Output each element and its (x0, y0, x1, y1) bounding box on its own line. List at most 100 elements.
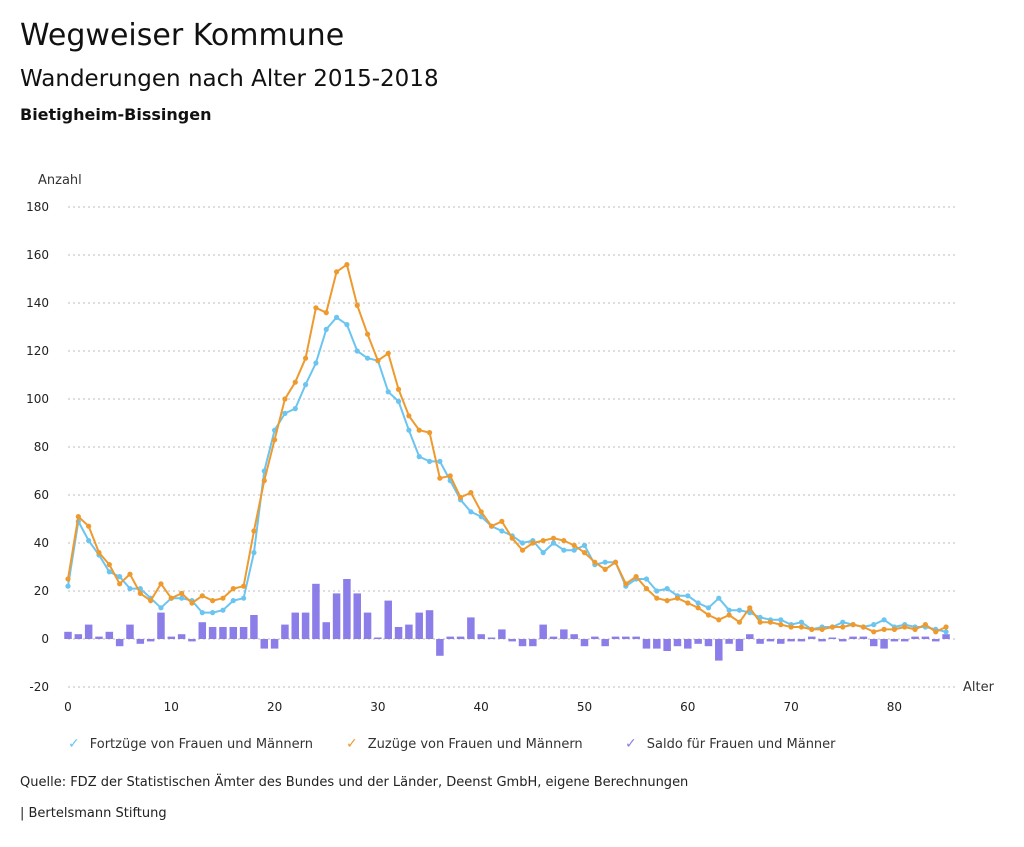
saldo-bar[interactable] (436, 639, 444, 656)
fortzuege-point[interactable] (220, 607, 226, 613)
zuzuege-point[interactable] (75, 514, 81, 520)
saldo-bar[interactable] (890, 639, 899, 642)
fortzuege-point[interactable] (86, 538, 92, 544)
zuzuege-point[interactable] (912, 626, 918, 633)
saldo-bar[interactable] (208, 627, 217, 639)
saldo-bar[interactable] (663, 639, 671, 651)
fortzuege-point[interactable] (333, 314, 340, 320)
saldo-bar[interactable] (239, 627, 248, 639)
zuzuege-point[interactable] (437, 475, 443, 481)
zuzuege-point[interactable] (333, 269, 340, 275)
zuzuege-point[interactable] (850, 622, 856, 628)
fortzuege-point[interactable] (571, 547, 577, 553)
saldo-bar[interactable] (219, 627, 227, 639)
fortzuege-point[interactable] (561, 547, 567, 553)
saldo-bar[interactable] (508, 639, 516, 642)
saldo-bar[interactable] (291, 612, 300, 639)
saldo-bar[interactable] (529, 639, 537, 647)
zuzuege-point[interactable] (106, 562, 112, 568)
fortzuege-point[interactable] (323, 326, 329, 332)
zuzuege-point[interactable] (364, 331, 371, 337)
saldo-bar[interactable] (735, 639, 744, 651)
fortzuege-point[interactable] (664, 586, 670, 592)
saldo-bar[interactable] (818, 639, 826, 642)
fortzuege-point[interactable] (654, 588, 660, 594)
saldo-bar[interactable] (270, 639, 279, 649)
zuzuege-point[interactable] (922, 622, 928, 628)
zuzuege-point[interactable] (241, 583, 247, 589)
zuzuege-point[interactable] (819, 626, 825, 633)
fortzuege-point[interactable] (602, 559, 608, 565)
saldo-bar[interactable] (167, 636, 176, 639)
zuzuege-point[interactable] (581, 550, 588, 556)
zuzuege-point[interactable] (509, 535, 515, 541)
zuzuege-point[interactable] (385, 350, 391, 356)
saldo-bar[interactable] (518, 639, 527, 647)
saldo-bar[interactable] (188, 639, 196, 642)
saldo-bar[interactable] (539, 624, 547, 639)
saldo-bar[interactable] (601, 639, 609, 647)
saldo-bar[interactable] (487, 637, 496, 640)
saldo-bar[interactable] (177, 634, 186, 639)
saldo-bar[interactable] (260, 639, 269, 649)
zuzuege-point[interactable] (705, 612, 712, 618)
saldo-bar[interactable] (684, 639, 692, 649)
saldo-bar[interactable] (146, 639, 155, 642)
saldo-bar[interactable] (642, 639, 651, 649)
saldo-bar[interactable] (570, 634, 578, 639)
fortzuege-point[interactable] (695, 600, 701, 606)
zuzuege-point[interactable] (251, 528, 257, 534)
zuzuege-point[interactable] (592, 559, 598, 565)
fortzuege-point[interactable] (550, 540, 557, 546)
zuzuege-point[interactable] (179, 590, 185, 597)
zuzuege-point[interactable] (96, 550, 102, 556)
fortzuege-point[interactable] (736, 607, 743, 613)
zuzuege-point[interactable] (664, 598, 670, 604)
fortzuege-point[interactable] (210, 610, 216, 616)
zuzuege-point[interactable] (375, 358, 381, 364)
saldo-bar[interactable] (250, 615, 258, 639)
saldo-bar[interactable] (301, 612, 310, 639)
fortzuege-point[interactable] (117, 574, 123, 580)
zuzuege-point[interactable] (674, 595, 681, 601)
fortzuege-point[interactable] (685, 593, 691, 599)
fortzuege-point[interactable] (705, 605, 712, 611)
saldo-bar[interactable] (374, 637, 382, 640)
fortzuege-point[interactable] (106, 569, 112, 575)
saldo-bar[interactable] (900, 639, 909, 642)
saldo-bar[interactable] (849, 636, 857, 639)
fortzuege-point[interactable] (726, 607, 732, 613)
saldo-bar[interactable] (787, 639, 795, 642)
fortzuege-point[interactable] (519, 540, 526, 546)
saldo-bar[interactable] (353, 593, 361, 639)
saldo-bar[interactable] (456, 636, 465, 639)
saldo-bar[interactable] (229, 627, 238, 639)
fortzuege-point[interactable] (406, 427, 412, 433)
fortzuege-point[interactable] (251, 550, 257, 556)
zuzuege-point[interactable] (158, 581, 164, 587)
saldo-bar[interactable] (828, 637, 837, 640)
fortzuege-point[interactable] (292, 406, 298, 412)
fortzuege-point[interactable] (499, 528, 505, 534)
saldo-bar[interactable] (632, 636, 640, 639)
zuzuege-point[interactable] (137, 590, 143, 597)
zuzuege-point[interactable] (148, 598, 154, 604)
fortzuege-point[interactable] (798, 619, 805, 625)
fortzuege-point[interactable] (364, 355, 371, 361)
fortzuege-point[interactable] (426, 458, 433, 464)
zuzuege-point[interactable] (571, 542, 577, 549)
fortzuege-point[interactable] (158, 605, 164, 611)
zuzuege-point[interactable] (798, 624, 805, 630)
fortzuege-point[interactable] (540, 550, 546, 556)
zuzuege-point[interactable] (313, 305, 319, 311)
saldo-bar[interactable] (715, 639, 723, 661)
zuzuege-point[interactable] (468, 490, 474, 496)
fortzuege-point[interactable] (127, 586, 133, 592)
fortzuege-point[interactable] (840, 619, 846, 625)
saldo-bar[interactable] (281, 624, 289, 639)
zuzuege-point[interactable] (540, 538, 546, 544)
fortzuege-point[interactable] (778, 617, 784, 623)
fortzuege-point[interactable] (65, 583, 71, 589)
saldo-bar[interactable] (911, 636, 919, 639)
fortzuege-point[interactable] (716, 595, 722, 601)
